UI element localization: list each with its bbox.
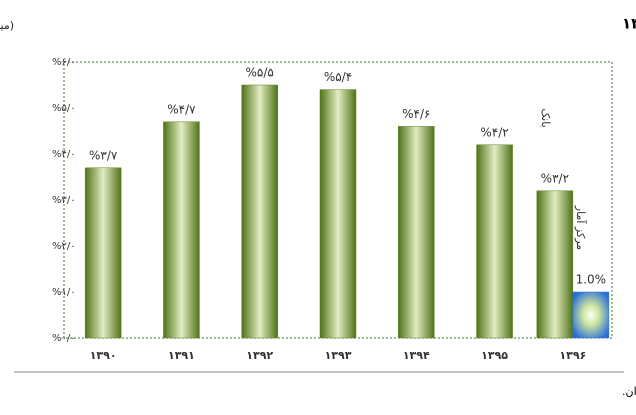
- bar: [398, 126, 435, 339]
- chart-title: رشد ارزش‌افزوده گروه کشاورزی به قیمت ثاب…: [622, 15, 636, 33]
- x-tick-label: ۱۳۹۵: [481, 349, 508, 362]
- x-tick-label: ۱۳۹۶: [559, 349, 586, 362]
- bar: [241, 84, 278, 339]
- legend-label: بانک: [539, 108, 552, 127]
- bar: [84, 167, 122, 339]
- bar: [163, 121, 200, 339]
- bar: [319, 89, 357, 339]
- source-note: مأخذ: حساب‌های ملی بانک مرکزی و مرکز آما…: [622, 383, 636, 398]
- value-label: %۵/۵: [246, 66, 274, 80]
- value-label: %۳/۲: [541, 171, 569, 185]
- bar: [476, 144, 513, 339]
- value-label: %۵/۴: [324, 70, 352, 84]
- x-tick-label: ۱۳۹۲: [246, 349, 273, 362]
- value-label: %۴/۲: [480, 125, 508, 139]
- value-label: %۴/۷: [167, 102, 196, 116]
- bar: [572, 291, 610, 339]
- x-tick-label: ۱۳۹۳: [325, 349, 352, 362]
- value-label: %۳/۷: [89, 148, 118, 162]
- x-tick-label: ۱۳۹۰: [90, 349, 117, 362]
- x-tick-label: ۱۳۹۱: [168, 349, 195, 362]
- chart-subtitle: (میلیارد ریال): [0, 19, 14, 32]
- x-tick-label: ۱۳۹۴: [403, 349, 430, 362]
- legend-label: مرکز آمار: [574, 205, 588, 250]
- value-label: 1.0%: [576, 273, 607, 287]
- value-label: %۴/۶: [402, 107, 430, 121]
- bar: [536, 190, 574, 339]
